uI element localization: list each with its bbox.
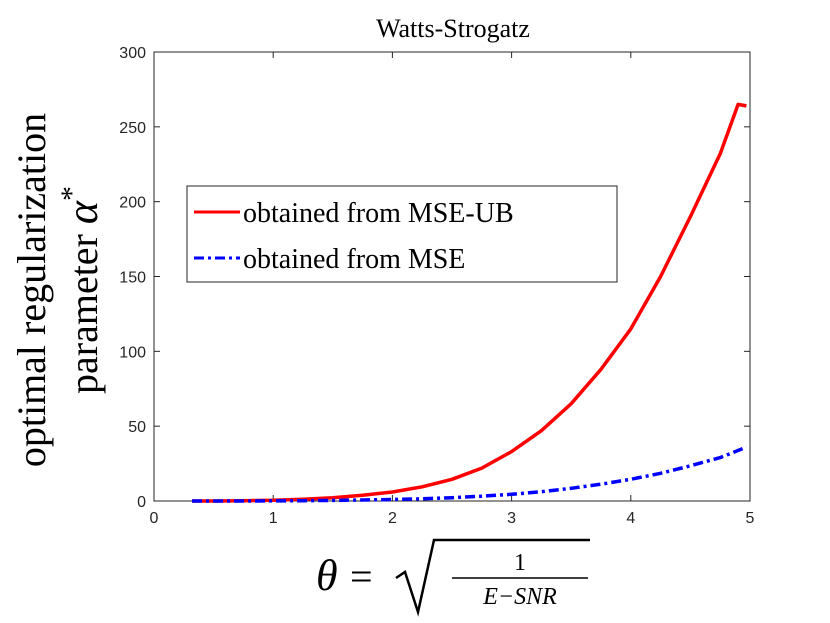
y-axis-label-symbol: α bbox=[58, 200, 107, 224]
x-tick-label: 3 bbox=[507, 510, 516, 527]
x-tick-label: 4 bbox=[626, 510, 635, 527]
y-axis-label: optimal regularization bbox=[9, 113, 54, 467]
x-axis-label-theta: θ bbox=[316, 551, 338, 600]
y-tick-label: 50 bbox=[128, 419, 146, 436]
y-axis-label-word: parameter bbox=[61, 234, 106, 394]
chart-title: Watts-Strogatz bbox=[376, 14, 530, 43]
legend-box bbox=[186, 185, 618, 283]
y-axis-label-sup: * bbox=[55, 186, 88, 201]
y-axis-label-line2: parameter α* bbox=[55, 186, 107, 394]
legend-label-mse: obtained from MSE bbox=[243, 244, 465, 275]
sqrt-radical-icon bbox=[395, 538, 590, 617]
x-tick-label: 1 bbox=[269, 510, 278, 527]
y-tick-label: 150 bbox=[119, 270, 146, 287]
x-axis-label-numerator: 1 bbox=[514, 550, 526, 576]
series-lines bbox=[192, 102, 748, 503]
legend-label-mse-ub: obtained from MSE-UB bbox=[243, 198, 514, 229]
y-tick-label: 250 bbox=[119, 120, 146, 137]
y-tick-label: 200 bbox=[119, 195, 146, 212]
y-axis-label-line2-group: parameter α* bbox=[55, 186, 107, 394]
x-tick-label: 5 bbox=[746, 510, 755, 527]
y-axis-label-line1: optimal regularization bbox=[9, 113, 54, 467]
y-tick-label: 100 bbox=[119, 344, 146, 361]
legend: obtained from MSE-UB obtained from MSE bbox=[186, 185, 618, 283]
x-axis-label: θ = 1 E−SNR bbox=[316, 538, 590, 617]
x-axis-label-equals: = bbox=[350, 554, 373, 599]
x-axis-label-denominator: E−SNR bbox=[482, 584, 557, 610]
y-tick-label: 300 bbox=[119, 45, 146, 62]
x-tick-label: 0 bbox=[150, 510, 159, 527]
series-line-mse bbox=[192, 445, 748, 503]
y-tick-label: 0 bbox=[137, 494, 146, 511]
x-tick-label: 2 bbox=[388, 510, 397, 527]
